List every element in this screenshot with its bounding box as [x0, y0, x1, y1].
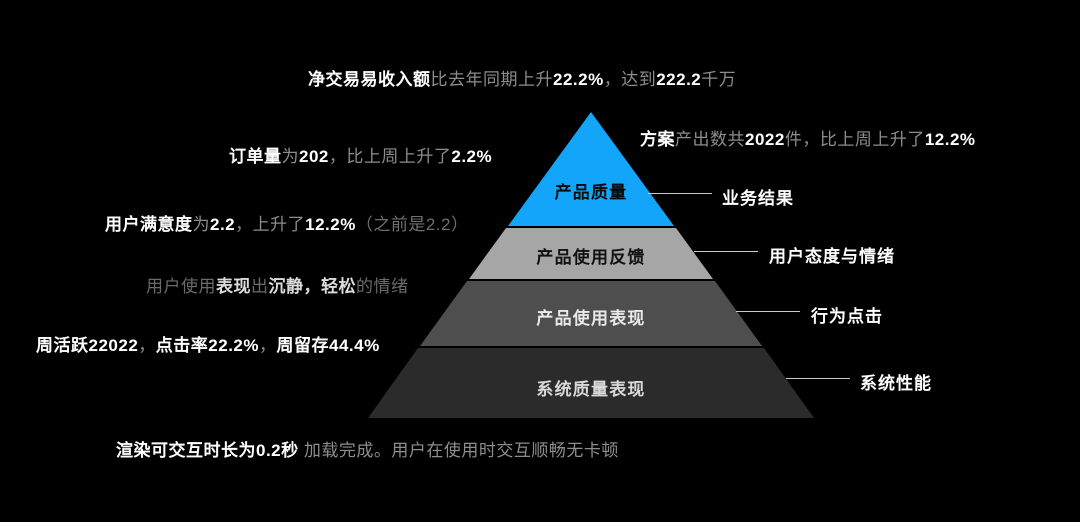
connector-line-layer-2	[736, 311, 800, 312]
annotation-segment: 加载完成。用户在使用时交互顺畅无卡顿	[298, 441, 619, 460]
annotation-segment: ，	[235, 215, 253, 234]
annotation-order-volume: 订单量为202，比上周上升了2.2%	[229, 147, 492, 167]
annotation-segment: 净交易易收入额	[308, 70, 431, 89]
annotation-segment: 为	[281, 147, 299, 166]
annotation-segment: 12.2%	[305, 215, 356, 234]
annotation-segment: 上升了	[252, 215, 306, 234]
annotation-segment: 周活跃22022	[36, 336, 139, 355]
pyramid-shape	[368, 112, 814, 418]
annotation-segment: 202	[299, 147, 329, 166]
annotation-user-satisfaction: 用户满意度为2.2，上升了12.2%（之前是2.2）	[105, 215, 468, 235]
annotation-segment: 表现	[216, 277, 251, 296]
annotation-segment: 渲染可交互时长为0.2秒	[116, 441, 299, 460]
annotation-segment: 12.2%	[924, 130, 976, 149]
annotation-segment: 点击率22.2%	[155, 336, 259, 355]
side-label-layer-0: 业务结果	[722, 189, 794, 208]
annotation-segment: 件，比上周上升了	[784, 130, 925, 149]
annotation-segment: 2.2%	[451, 147, 493, 166]
annotation-segment: ，比上周上升了	[328, 147, 452, 166]
annotation-plan-output-count: 方案产出数共2022件，比上周上升了12.2%	[640, 130, 976, 150]
annotation-segment: 千万	[701, 70, 737, 89]
side-label-layer-3: 系统性能	[860, 374, 932, 393]
annotation-segment: （之前是2.2）	[355, 215, 469, 234]
pyramid-layer-2-shape[interactable]	[420, 281, 762, 346]
annotation-segment: 用户使用	[146, 277, 216, 296]
annotation-user-emotion: 用户使用表现出沉静，轻松的情绪	[146, 277, 409, 297]
annotation-segment: 2.2	[210, 215, 236, 234]
annotation-segment: 2022	[745, 130, 785, 149]
annotation-segment: 用户满意度	[105, 215, 193, 234]
connector-line-layer-3	[786, 378, 850, 379]
annotation-segment: 的情绪	[356, 277, 409, 296]
annotation-net-transaction-revenue: 净交易易收入额比去年同期上升22.2%，达到222.2千万	[308, 70, 736, 90]
annotation-segment: 方案	[640, 130, 675, 149]
annotation-render-interaction-time: 渲染可交互时长为0.2秒 加载完成。用户在使用时交互顺畅无卡顿	[116, 441, 619, 461]
annotation-weekly-active-metrics: 周活跃22022，点击率22.2%，周留存44.4%	[36, 336, 380, 356]
connector-line-layer-1	[694, 251, 758, 252]
side-label-layer-1: 用户态度与情绪	[769, 247, 895, 266]
annotation-segment: 轻松	[321, 277, 356, 296]
annotation-segment: ，	[138, 336, 156, 355]
annotation-segment: 为	[192, 215, 210, 234]
pyramid-layer-0-shape[interactable]	[508, 112, 674, 226]
annotation-segment: ，	[258, 336, 277, 355]
annotation-segment: 22.2%	[553, 70, 604, 89]
annotation-segment: ，达到	[603, 70, 657, 89]
annotation-segment: 产出数共	[675, 130, 745, 149]
product-quality-pyramid: 产品质量 产品使用反馈 产品使用表现 系统质量表现	[368, 110, 814, 420]
pyramid-layer-1-shape[interactable]	[469, 228, 713, 279]
annotation-segment: 周留存44.4%	[276, 336, 380, 355]
annotation-segment: 222.2	[656, 70, 702, 89]
annotation-segment: 比去年同期上升	[430, 70, 553, 89]
connector-line-layer-0	[648, 193, 712, 194]
annotation-segment: 订单量	[229, 147, 282, 166]
annotation-segment: 出	[251, 277, 269, 296]
side-label-layer-2: 行为点击	[811, 307, 883, 326]
pyramid-layer-3-shape[interactable]	[368, 348, 814, 418]
annotation-segment: 沉静，	[268, 277, 321, 296]
